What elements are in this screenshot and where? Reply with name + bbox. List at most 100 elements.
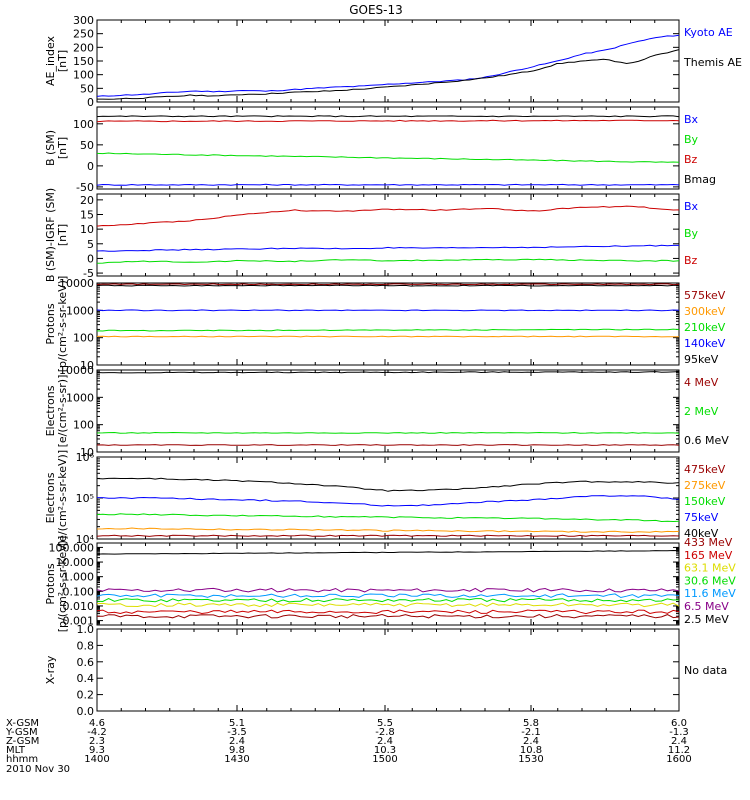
footer-value: 11.2	[668, 745, 690, 756]
y-tick-label: 10⁴	[76, 533, 95, 546]
y-tick-label: 10⁶	[76, 451, 95, 464]
footer-row-label: Z-GSM	[6, 736, 39, 747]
footer-value: 2.4	[229, 736, 245, 747]
legend-150kev: 150keV	[684, 495, 726, 508]
y-tick-label: 0.001	[63, 615, 95, 628]
series-line-30-6-mev	[96, 597, 680, 603]
y-axis-label: B (SM)-IGRF (SM)	[44, 188, 57, 282]
legend-bz: Bz	[684, 254, 698, 267]
series-line-63-1-mev	[96, 602, 680, 608]
series-line-95kev	[96, 284, 679, 287]
y-tick-label: -50	[76, 181, 94, 194]
panel-frame	[96, 193, 680, 277]
y-axis-label: AE_index	[44, 35, 57, 86]
y-axis-unit: [nT]	[56, 50, 69, 72]
footer-value: 10.3	[374, 745, 396, 756]
series-line-kyoto-ae	[96, 34, 680, 97]
series-line-bmag	[96, 115, 680, 118]
legend-bx: Bx	[684, 200, 699, 213]
series-line-300kev	[96, 335, 679, 338]
y-tick-label: -5	[83, 267, 94, 280]
y-tick-label: 100	[73, 332, 94, 345]
y-tick-label: 10000	[59, 364, 94, 377]
legend-165-mev: 165 MeV	[684, 549, 733, 562]
y-tick-label: 0.010	[63, 600, 95, 613]
legend-0-6-mev: 0.6 MeV	[684, 434, 729, 447]
series-line-433-mev	[96, 613, 680, 619]
y-tick-label: 0.100	[63, 585, 95, 598]
y-tick-label: 200	[73, 41, 94, 54]
footer-date: 2010 Nov 30	[6, 764, 70, 775]
y-axis-label: Protons	[44, 303, 57, 344]
y-tick-label: 100	[73, 118, 94, 131]
y-tick-label: 0	[87, 96, 94, 109]
legend-575kev: 575keV	[684, 289, 726, 302]
footer-value: 1400	[84, 754, 109, 765]
no-data-note: No data	[684, 664, 727, 677]
y-tick-label: 0.0	[77, 705, 95, 718]
series-line-11-6-mev	[96, 593, 680, 599]
legend-bz: Bz	[684, 153, 698, 166]
y-axis-label: X-ray	[44, 655, 57, 684]
y-tick-label: 10	[80, 359, 94, 372]
series-line-bx	[96, 183, 680, 186]
legend-40kev: 40keV	[684, 527, 719, 540]
y-tick-label: 0	[87, 252, 94, 265]
footer-value: 2.4	[671, 736, 687, 747]
footer-value: 1600	[666, 754, 691, 765]
footer-row-label: Y-GSM	[5, 727, 38, 738]
footer-value: 5.8	[523, 718, 539, 729]
chart-title: GOES-13	[349, 3, 403, 17]
series-line-themis-ae	[97, 49, 680, 100]
footer-value: -2.1	[521, 727, 541, 738]
legend-kyoto-ae: Kyoto AE	[684, 26, 733, 39]
series-line-165-mev	[96, 609, 680, 615]
legend-by: By	[684, 133, 699, 146]
y-tick-label: 1000	[66, 391, 94, 404]
footer-value: 5.5	[377, 718, 393, 729]
legend-475kev: 475keV	[684, 463, 726, 476]
panel-frame	[96, 106, 680, 190]
legend-by: By	[684, 227, 699, 240]
footer-value: -3.5	[227, 727, 247, 738]
y-axis-label: Electrons	[44, 472, 57, 523]
footer-value: 2.4	[523, 736, 539, 747]
footer-value: 5.1	[229, 718, 245, 729]
series-line-275kev	[96, 527, 680, 533]
y-tick-label: 0.2	[77, 689, 95, 702]
legend-63-1-mev: 63.1 MeV	[684, 562, 736, 575]
y-tick-label: 10	[80, 446, 94, 459]
y-tick-label: 0.8	[77, 639, 95, 652]
legend-75kev: 75keV	[684, 511, 719, 524]
series-line-bx	[96, 244, 679, 252]
legend-bmag: Bmag	[684, 173, 716, 186]
y-tick-label: 100	[73, 69, 94, 82]
legend-2-mev: 2 MeV	[684, 405, 719, 418]
legend-275kev: 275keV	[684, 479, 726, 492]
legend-30-6-mev: 30.6 MeV	[684, 574, 736, 587]
panel-frame	[96, 19, 680, 103]
series-line-575kev	[96, 283, 680, 286]
footer-value: 1500	[372, 754, 397, 765]
y-axis-label: Protons	[44, 563, 57, 604]
series-line-by	[96, 152, 680, 163]
y-axis-label: B (SM)	[44, 130, 57, 166]
footer-value: 2.3	[89, 736, 105, 747]
y-tick-label: 1.000	[63, 571, 95, 584]
footer-value: -4.2	[87, 727, 107, 738]
y-tick-label: 0	[87, 160, 94, 173]
y-axis-label: Electrons	[44, 385, 57, 436]
legend-bx: Bx	[684, 113, 699, 126]
legend-2-5-mev: 2.5 MeV	[684, 613, 729, 626]
series-line-2-5-mev	[96, 549, 680, 555]
y-axis-unit: [nT]	[56, 137, 69, 159]
panel-5: 10⁴ 10⁵ 10⁶ Electrons [e/(cm²-s-sr-keV)] 475k…	[44, 450, 726, 546]
y-tick-label: 10000	[59, 277, 94, 290]
y-tick-label: 5	[87, 238, 94, 251]
footer-row-label: X-GSM	[6, 718, 39, 729]
series-line-210kev	[96, 328, 680, 332]
y-tick-label: 250	[73, 28, 94, 41]
footer-row-label: MLT	[6, 745, 26, 756]
